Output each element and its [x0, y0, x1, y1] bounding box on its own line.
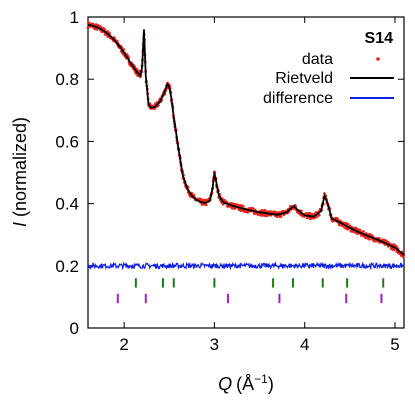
x-tick-label: 3 — [210, 335, 219, 354]
legend-rietveld-label: Rietveld — [275, 70, 333, 87]
x-axis-ticks: 2 3 4 5 — [119, 17, 400, 354]
data-point — [392, 248, 396, 252]
y-tick-label: 0 — [70, 319, 79, 338]
y-tick-label: 0.4 — [55, 195, 79, 214]
series-layer — [86, 21, 406, 271]
y-tick-label: 0.6 — [55, 132, 79, 151]
data-point — [317, 213, 321, 217]
legend: S14 data Rietveld difference — [263, 30, 394, 107]
rietveld-line — [87, 23, 405, 256]
y-axis-symbol: I — [10, 222, 30, 227]
data-series — [86, 21, 406, 259]
x-axis-unit: (Å — [236, 374, 254, 394]
y-tick-label: 0.2 — [55, 257, 79, 276]
x-axis-symbol: Q — [218, 374, 232, 394]
y-axis-ticks: 0 0.2 0.4 0.6 0.8 1 — [55, 8, 404, 338]
x-tick-label: 2 — [119, 335, 128, 354]
legend-difference-label: difference — [263, 90, 333, 107]
data-point — [377, 237, 381, 240]
plot-area — [87, 16, 405, 329]
data-point — [241, 204, 245, 208]
x-axis-unit-exponent: −1 — [254, 372, 268, 386]
y-tick-label: 1 — [70, 8, 79, 27]
data-point — [305, 216, 309, 220]
x-axis-unit-close: ) — [268, 374, 274, 394]
data-point — [368, 237, 371, 241]
data-point — [267, 210, 271, 214]
y-axis-label: I (normalized) — [10, 117, 30, 227]
data-point — [358, 228, 362, 232]
data-point — [279, 215, 283, 218]
x-tick-label: 4 — [300, 335, 309, 354]
data-point — [204, 203, 208, 207]
legend-sample-label: S14 — [365, 30, 394, 47]
phase-tick-marks — [116, 278, 385, 304]
legend-data-label: data — [302, 51, 333, 68]
y-tick-label: 0.8 — [55, 70, 79, 89]
y-axis-rest: (normalized) — [10, 117, 30, 222]
difference-line — [87, 261, 404, 271]
x-tick-label: 5 — [390, 335, 399, 354]
x-axis-label: Q (Å−1) — [218, 372, 274, 394]
legend-data-marker — [376, 57, 380, 61]
data-point — [362, 229, 365, 233]
data-point — [275, 215, 279, 218]
data-point — [315, 215, 319, 219]
